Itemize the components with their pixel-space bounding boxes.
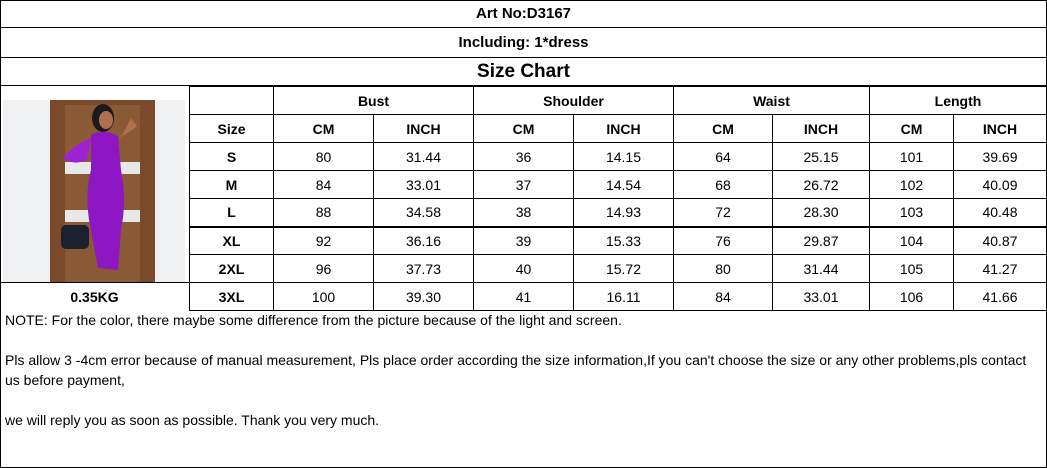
measurement-cell: 101 <box>869 142 954 171</box>
header-length: Length <box>869 86 1047 115</box>
unit-header: INCH <box>373 114 474 143</box>
measurement-cell: 84 <box>673 282 773 311</box>
unit-header: INCH <box>953 114 1047 143</box>
note-reply: we will reply you as soon as possible. T… <box>5 412 380 428</box>
table-row: 3XL 100 39.30 41 16.11 84 33.01 106 41.66 <box>189 282 1047 311</box>
measurement-cell: 29.87 <box>772 225 870 255</box>
measurement-cell: 84 <box>273 170 374 199</box>
unit-header: INCH <box>772 114 870 143</box>
measurement-cell: 39.69 <box>953 142 1047 171</box>
measurement-cell: 40 <box>473 254 574 283</box>
measurement-cell: 33.01 <box>373 170 474 199</box>
measurement-cell: 14.93 <box>573 198 674 227</box>
measurement-cell: 103 <box>869 198 954 227</box>
measurement-cell: 105 <box>869 254 954 283</box>
package-weight: 0.35KG <box>0 282 189 310</box>
measurement-cell: 41.66 <box>953 282 1047 311</box>
measurement-cell: 36.16 <box>373 225 474 255</box>
measurement-cell: 40.09 <box>953 170 1047 199</box>
measurement-cell: 36 <box>473 142 574 171</box>
measurement-cell: 14.15 <box>573 142 674 171</box>
measurement-cell: 41 <box>473 282 574 311</box>
measurement-cell: 96 <box>273 254 374 283</box>
unit-header: CM <box>273 114 374 143</box>
unit-header: CM <box>673 114 773 143</box>
note-color: NOTE: For the color, there maybe some di… <box>5 312 622 328</box>
measurement-cell: 88 <box>273 198 374 227</box>
measurement-cell: 33.01 <box>772 282 870 311</box>
measurement-cell: 40.87 <box>953 225 1047 255</box>
measurement-cell: 64 <box>673 142 773 171</box>
table-row: 2XL 96 37.73 40 15.72 80 31.44 105 41.27 <box>189 254 1047 283</box>
measurement-cell: 31.44 <box>373 142 474 171</box>
header-size: Size <box>189 114 274 143</box>
size-cell: M <box>189 170 274 199</box>
size-cell: L <box>189 198 274 227</box>
measurement-cell: 39 <box>473 225 574 255</box>
measurement-cell: 39.30 <box>373 282 474 311</box>
measurement-cell: 41.27 <box>953 254 1047 283</box>
measurement-cell: 37 <box>473 170 574 199</box>
table-row: M 84 33.01 37 14.54 68 26.72 102 40.09 <box>189 170 1047 199</box>
measurement-cell: 15.72 <box>573 254 674 283</box>
unit-header: INCH <box>573 114 674 143</box>
header-waist: Waist <box>673 86 870 115</box>
measurement-cell: 40.48 <box>953 198 1047 227</box>
measurement-cell: 14.54 <box>573 170 674 199</box>
size-cell: XL <box>189 225 274 255</box>
measurement-cell: 80 <box>673 254 773 283</box>
measurement-cell: 16.11 <box>573 282 674 311</box>
size-cell: S <box>189 142 274 171</box>
size-table: Bust Shoulder Waist Length Size CM INCH … <box>189 86 1047 311</box>
measurement-cell: 31.44 <box>772 254 870 283</box>
measurement-cell: 28.30 <box>772 198 870 227</box>
table-row: L 88 34.58 38 14.93 72 28.30 103 40.48 <box>189 198 1047 227</box>
measurement-cell: 15.33 <box>573 225 674 255</box>
product-photo <box>3 100 185 283</box>
table-row: XL 92 36.16 39 15.33 76 29.87 104 40.87 <box>189 225 1047 255</box>
size-cell: 3XL <box>189 282 274 311</box>
measurement-cell: 100 <box>273 282 374 311</box>
measurement-cell: 76 <box>673 225 773 255</box>
measurement-cell: 68 <box>673 170 773 199</box>
unit-header: CM <box>869 114 954 143</box>
measurement-cell: 25.15 <box>772 142 870 171</box>
measurement-cell: 38 <box>473 198 574 227</box>
page-title: Size Chart <box>0 58 1047 86</box>
art-number: Art No:D3167 <box>0 0 1047 28</box>
measurement-cell: 72 <box>673 198 773 227</box>
measurement-cell: 92 <box>273 225 374 255</box>
measurement-cell: 34.58 <box>373 198 474 227</box>
measurement-cell: 80 <box>273 142 374 171</box>
note-measurement: Pls allow 3 -4cm error because of manual… <box>5 352 1027 388</box>
table-row: S 80 31.44 36 14.15 64 25.15 101 39.69 <box>189 142 1047 171</box>
measurement-cell: 37.73 <box>373 254 474 283</box>
unit-header: CM <box>473 114 574 143</box>
header-shoulder: Shoulder <box>473 86 674 115</box>
measurement-cell: 104 <box>869 225 954 255</box>
notes: NOTE: For the color, there maybe some di… <box>5 310 1040 430</box>
measurement-cell: 106 <box>869 282 954 311</box>
corner-cell <box>189 86 274 115</box>
measurement-cell: 102 <box>869 170 954 199</box>
package-contents: Including: 1*dress <box>0 28 1047 58</box>
measurement-cell: 26.72 <box>772 170 870 199</box>
size-cell: 2XL <box>189 254 274 283</box>
header-bust: Bust <box>273 86 474 115</box>
